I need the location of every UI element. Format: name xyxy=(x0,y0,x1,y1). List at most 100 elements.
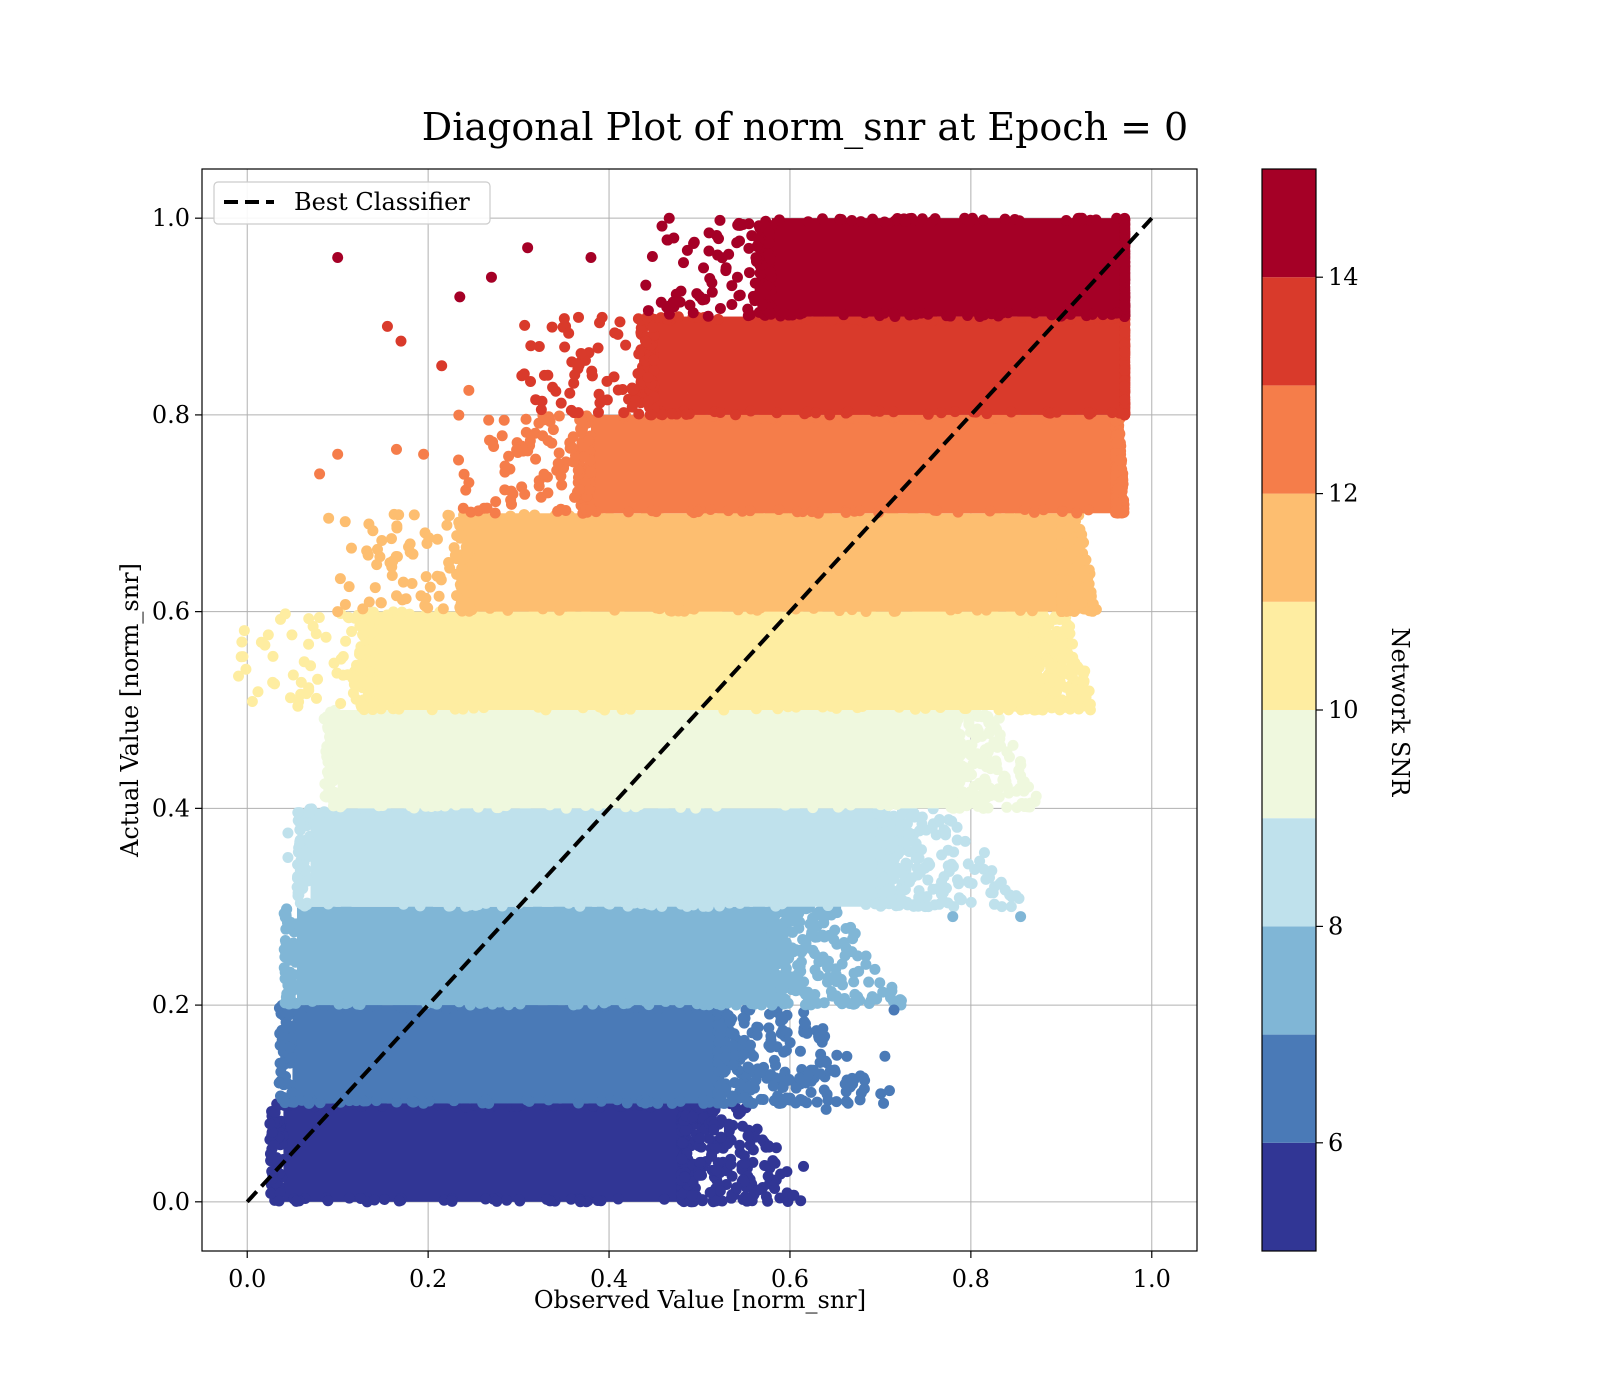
scatter-point xyxy=(660,995,672,1007)
scatter-point xyxy=(291,881,303,893)
scatter-point xyxy=(797,307,809,319)
scatter-point xyxy=(453,996,465,1008)
scatter-point xyxy=(706,1149,718,1161)
y-tick-label: 0.4 xyxy=(152,794,190,822)
scatter-point xyxy=(1005,901,1017,913)
scatter-point xyxy=(723,1118,735,1130)
scatter-point xyxy=(725,1158,737,1170)
scatter-point xyxy=(404,1002,416,1014)
scatter-point xyxy=(922,408,934,420)
scatter-point xyxy=(790,970,802,982)
scatter-point xyxy=(542,435,554,447)
scatter-point xyxy=(612,384,624,396)
scatter-point xyxy=(369,582,381,594)
scatter-point xyxy=(995,740,1007,752)
scatter-point xyxy=(1070,577,1082,589)
scatter-point xyxy=(502,604,514,616)
scatter-point xyxy=(888,1004,900,1016)
snr-band-5 xyxy=(233,606,1096,716)
scatter-point xyxy=(592,406,604,418)
scatter-point xyxy=(1038,673,1050,685)
scatter-point xyxy=(765,1069,777,1081)
scatter-point xyxy=(714,1185,726,1197)
scatter-point xyxy=(598,997,610,1009)
scatter-point xyxy=(883,1085,895,1097)
scatter-point xyxy=(867,213,879,225)
scatter-point xyxy=(567,442,579,454)
scatter-point xyxy=(897,884,909,896)
scatter-point xyxy=(286,1087,298,1099)
scatter-point xyxy=(737,1120,749,1132)
scatter-point xyxy=(877,986,889,998)
scatter-point xyxy=(1069,595,1081,607)
scatter-point xyxy=(1051,625,1063,637)
scatter-point xyxy=(486,998,498,1010)
scatter-point xyxy=(985,887,997,899)
scatter-point xyxy=(752,1021,764,1033)
x-tick-label: 1.0 xyxy=(1133,1265,1171,1293)
scatter-point xyxy=(1084,698,1096,710)
scatter-point xyxy=(450,799,462,811)
scatter-point xyxy=(472,899,484,911)
x-axis-label: Observed Value [norm_snr] xyxy=(534,1286,866,1314)
scatter-point xyxy=(602,897,614,909)
scatter-point xyxy=(679,1171,691,1183)
scatter-point xyxy=(342,997,354,1009)
scatter-point xyxy=(1085,590,1097,602)
scatter-point xyxy=(734,235,746,247)
scatter-point xyxy=(1025,797,1037,809)
colorbar-label: Network SNR xyxy=(1386,628,1414,798)
scatter-point xyxy=(846,1072,858,1084)
scatter-point xyxy=(949,740,961,752)
plot-frame xyxy=(201,168,1198,1252)
scatter-point xyxy=(443,510,455,522)
scatter-point xyxy=(711,800,723,812)
scatter-point xyxy=(779,799,791,811)
scatter-point xyxy=(698,999,710,1011)
scatter-point xyxy=(1066,663,1078,675)
scatter-point xyxy=(262,629,274,641)
legend: Best Classifier xyxy=(213,181,491,225)
scatter-point xyxy=(306,995,318,1007)
scatter-point xyxy=(365,655,377,667)
scatter-point xyxy=(817,1023,829,1035)
scatter-point xyxy=(390,443,402,455)
scatter-point xyxy=(840,923,852,935)
scatter-point xyxy=(813,1032,825,1044)
scatter-point xyxy=(563,897,575,909)
scatter-point xyxy=(874,310,886,322)
scatter-point xyxy=(970,791,982,803)
scatter-point xyxy=(984,505,996,517)
scatter-point xyxy=(237,651,249,663)
scatter-point xyxy=(454,291,466,303)
scatter-point xyxy=(899,836,911,848)
scatter-point xyxy=(1119,223,1131,235)
scatter-point xyxy=(746,230,758,242)
scatter-point xyxy=(910,308,922,320)
scatter-point xyxy=(481,502,493,514)
scatter-point xyxy=(391,551,403,563)
scatter-point xyxy=(285,1052,297,1064)
scatter-point xyxy=(280,936,292,948)
scatter-point xyxy=(381,320,393,332)
scatter-point xyxy=(647,321,659,333)
scatter-point xyxy=(710,1164,722,1176)
scatter-point xyxy=(287,669,299,681)
scatter-point xyxy=(808,602,820,614)
scatter-point xyxy=(842,406,854,418)
scatter-point xyxy=(339,598,351,610)
scatter-point xyxy=(352,998,364,1010)
scatter-point xyxy=(905,811,917,823)
scatter-point xyxy=(648,354,660,366)
colorbar-tick-label: 6 xyxy=(1328,1129,1343,1157)
scatter-point xyxy=(520,413,532,425)
scatter-point xyxy=(1065,687,1077,699)
scatter-point xyxy=(744,505,756,517)
scatter-point xyxy=(472,801,484,813)
scatter-point xyxy=(622,506,634,518)
scatter-point xyxy=(1119,271,1131,283)
scatter-point xyxy=(1051,685,1063,697)
scatter-point xyxy=(345,542,357,554)
scatter-point xyxy=(556,479,568,491)
